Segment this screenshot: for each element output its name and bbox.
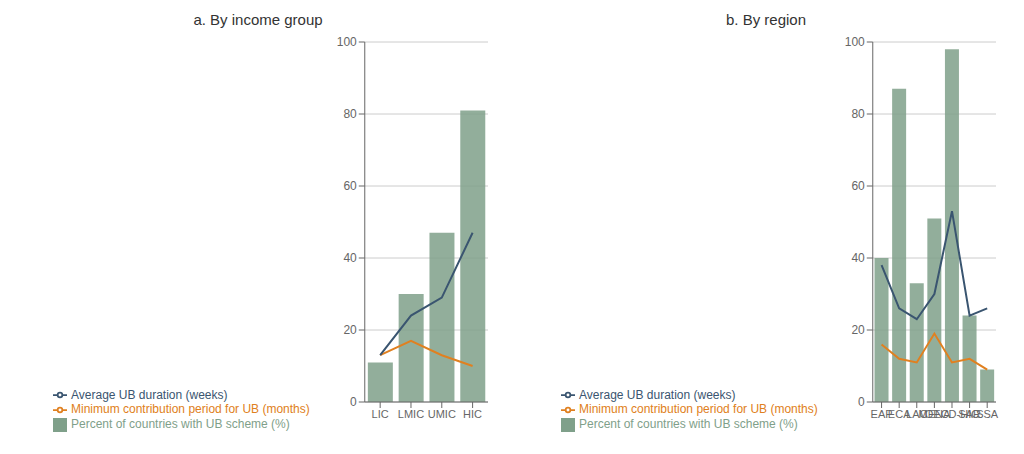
svg-text:40: 40 <box>343 251 357 265</box>
html-text:Average UB duration (weeks): Average UB duration (weeks) <box>579 387 736 402</box>
svg-text:ECA: ECA <box>887 407 911 420</box>
html-text:Minimum contribution period fo: Minimum contribution period for UB (mont… <box>71 402 310 417</box>
svg-text:0: 0 <box>858 395 865 409</box>
svg-text:40: 40 <box>851 251 865 265</box>
svg-text:100: 100 <box>845 35 865 49</box>
html-text:Percent of countries with UB s: Percent of countries with UB scheme (%) <box>71 417 290 432</box>
svg-text:OECD-HIC: OECD-HIC <box>924 407 980 420</box>
html-text:Average UB duration (weeks): Average UB duration (weeks) <box>71 387 228 402</box>
html-text:b. By region: b. By region <box>726 11 806 28</box>
svg-text:60: 60 <box>851 179 865 193</box>
svg-text:LMIC: LMIC <box>398 408 424 420</box>
html-text:Minimum contribution period fo: Minimum contribution period for UB (mont… <box>579 402 818 417</box>
svg-text:HIC: HIC <box>463 408 482 420</box>
svg-text:80: 80 <box>343 107 357 121</box>
svg-text:EAP: EAP <box>870 407 893 420</box>
svg-text:LAC: LAC <box>906 407 928 420</box>
svg-text:20: 20 <box>343 323 357 337</box>
svg-text:0: 0 <box>350 395 357 409</box>
html-text:Percent of countries with UB s: Percent of countries with UB scheme (%) <box>579 417 798 432</box>
svg-text:SAR: SAR <box>958 407 981 420</box>
svg-text:LIC: LIC <box>372 408 389 420</box>
html-text:a. By income group: a. By income group <box>193 11 323 28</box>
svg-text:UMIC: UMIC <box>428 408 456 420</box>
svg-text:60: 60 <box>343 179 357 193</box>
svg-text:80: 80 <box>851 107 865 121</box>
svg-text:100: 100 <box>337 35 357 49</box>
svg-text:20: 20 <box>851 323 865 337</box>
svg-text:SSA: SSA <box>976 408 999 420</box>
